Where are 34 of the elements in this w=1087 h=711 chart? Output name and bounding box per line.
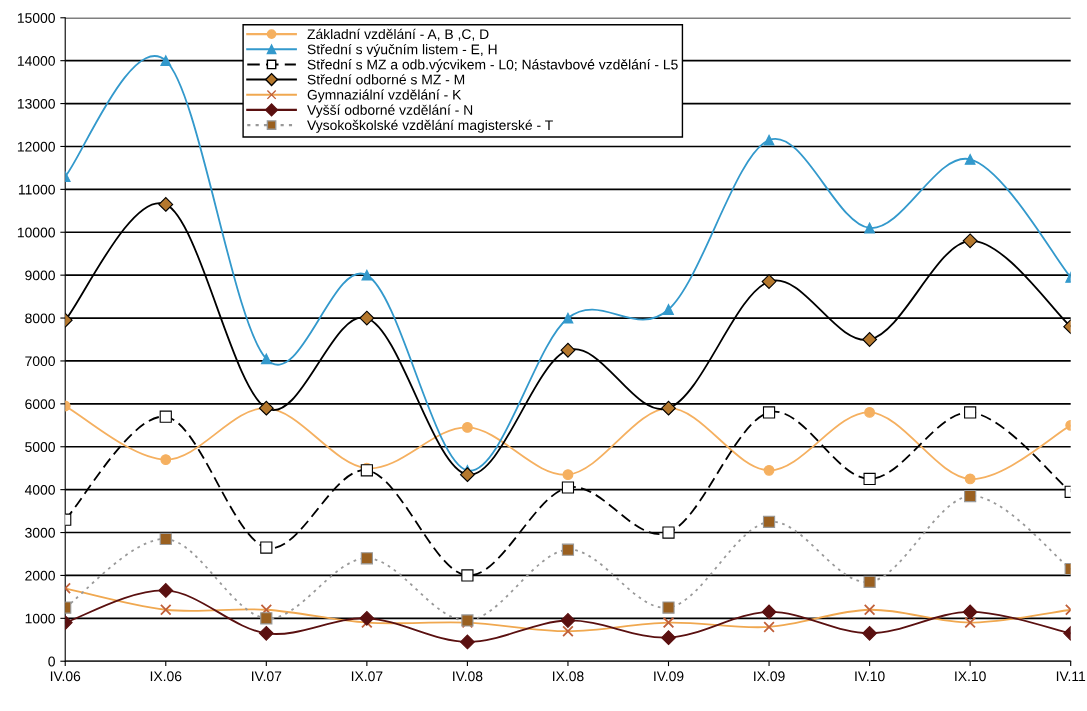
legend-label: Základní vzdělání - A, B ,C, D [307, 28, 489, 41]
y-tick-label: 4000 [24, 484, 55, 495]
x-tick-label: IX.07 [351, 671, 383, 682]
legend-label: Střední s MZ a odb.výcvikem - L0; Nástavbové vzdělání - L5 [307, 59, 678, 73]
y-tick-label: 5000 [25, 442, 55, 452]
legend-label: Vyšší odborné vzdělání - N [307, 104, 473, 118]
y-tick-label: 1000 [25, 613, 55, 624]
x-tick-label: IV.10 [855, 671, 885, 682]
x-tick-label: IV.06 [50, 671, 81, 682]
x-tick-label: IX.10 [955, 671, 986, 682]
legend-label: Vysokoškolské vzdělání magisterské - T [307, 119, 553, 133]
legend-label: Střední s výučním listem - E, H [307, 43, 497, 58]
y-tick-label: 10000 [17, 227, 55, 238]
x-tick-label: IV.11 [1056, 671, 1086, 682]
y-tick-label: 2000 [25, 570, 55, 581]
y-tick-label: 15000 [17, 13, 55, 23]
y-tick-label: 11000 [18, 184, 55, 195]
legend-label: Gymnaziální vzdělání - K [307, 89, 462, 103]
y-tick-label: 14000 [17, 56, 55, 66]
y-tick-label: 0 [48, 656, 55, 667]
x-tick-label: IV.08 [453, 671, 483, 682]
y-tick-label: 9000 [25, 270, 55, 281]
x-tick-label: IX.08 [553, 671, 584, 682]
y-tick-label: 12000 [17, 141, 55, 152]
y-tick-label: 6000 [25, 399, 55, 410]
legend-label: Střední odborné s MZ - M [307, 74, 465, 85]
y-tick-label: 13000 [17, 98, 55, 109]
x-tick-label: IV.07 [252, 671, 282, 682]
x-tick-label: IV.09 [654, 671, 684, 682]
x-tick-label: IX.06 [150, 671, 182, 682]
x-tick-label: IX.09 [754, 671, 785, 682]
y-tick-label: 8000 [25, 313, 55, 324]
y-tick-label: 3000 [25, 527, 55, 538]
y-tick-label: 7000 [25, 356, 55, 367]
